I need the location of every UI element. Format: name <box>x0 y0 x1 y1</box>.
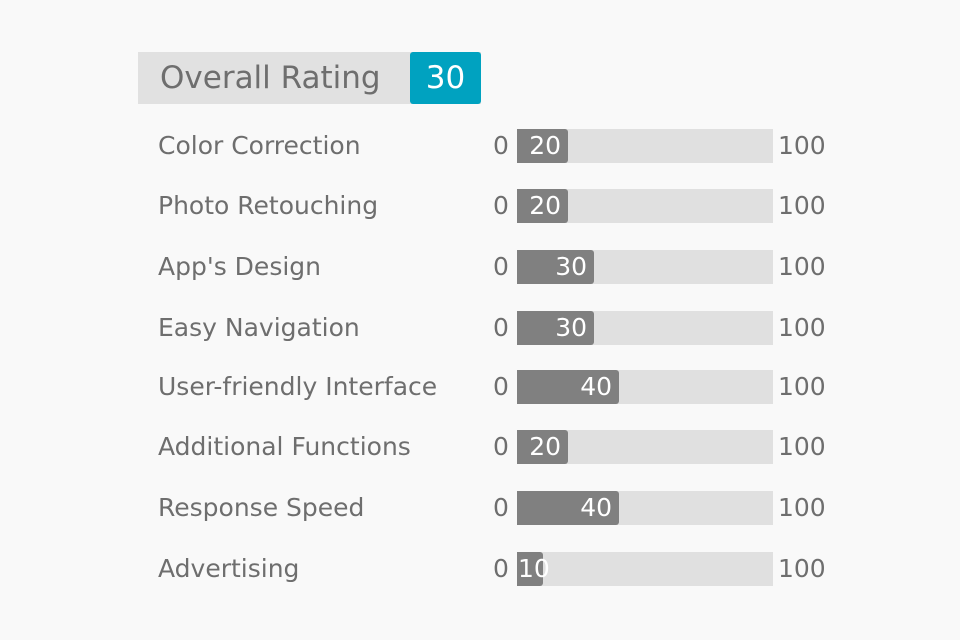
rating-bar-track: 30 <box>517 311 773 345</box>
criterion-label: Photo Retouching <box>158 191 379 220</box>
rating-bar-fill: 20 <box>517 430 568 464</box>
criterion-label: Easy Navigation <box>158 313 360 342</box>
scale-max: 100 <box>778 131 826 160</box>
overall-rating-header: Overall Rating 30 <box>138 52 481 104</box>
scale-max: 100 <box>778 493 826 522</box>
scale-min: 0 <box>493 372 509 401</box>
scale-max: 100 <box>778 191 826 220</box>
rating-bar-fill: 30 <box>517 250 594 284</box>
rating-bar-track: 20 <box>517 189 773 223</box>
scale-max: 100 <box>778 432 826 461</box>
scale-min: 0 <box>493 432 509 461</box>
scale-min: 0 <box>493 554 509 583</box>
criterion-row-photo-retouching: Photo Retouching 0 20 100 <box>0 189 960 223</box>
criterion-row-additional-functions: Additional Functions 0 20 100 <box>0 430 960 464</box>
rating-bar-track: 10 <box>517 552 773 586</box>
criterion-row-advertising: Advertising 0 10 100 <box>0 552 960 586</box>
criterion-row-user-friendly-interface: User-friendly Interface 0 40 100 <box>0 370 960 404</box>
criterion-label: Response Speed <box>158 493 365 522</box>
rating-bar-value: 30 <box>555 313 587 342</box>
overall-rating-title: Overall Rating <box>160 60 381 96</box>
rating-bar-fill: 10 <box>517 552 550 586</box>
rating-bar-fill: 30 <box>517 311 594 345</box>
rating-bar-value: 10 <box>518 554 550 583</box>
rating-bar-value: 20 <box>529 432 561 461</box>
rating-bar-fill: 20 <box>517 189 568 223</box>
scale-max: 100 <box>778 252 826 281</box>
rating-bar-track: 30 <box>517 250 773 284</box>
criterion-row-easy-navigation: Easy Navigation 0 30 100 <box>0 311 960 345</box>
criterion-label: Additional Functions <box>158 432 411 461</box>
rating-bar-fill: 20 <box>517 129 568 163</box>
criterion-label: User-friendly Interface <box>158 372 438 401</box>
criterion-label: App's Design <box>158 252 322 281</box>
criterion-row-color-correction: Color Correction 0 20 100 <box>0 129 960 163</box>
rating-bar-track: 40 <box>517 370 773 404</box>
rating-bar-value: 20 <box>529 131 561 160</box>
scale-max: 100 <box>778 554 826 583</box>
scale-max: 100 <box>778 313 826 342</box>
rating-bar-value: 30 <box>555 252 587 281</box>
rating-bar-track: 40 <box>517 491 773 525</box>
criterion-row-apps-design: App's Design 0 30 100 <box>0 250 960 284</box>
criterion-row-response-speed: Response Speed 0 40 100 <box>0 491 960 525</box>
overall-rating-score-badge: 30 <box>410 52 481 104</box>
scale-min: 0 <box>493 493 509 522</box>
rating-bar-track: 20 <box>517 129 773 163</box>
rating-bar-track: 20 <box>517 430 773 464</box>
rating-bar-value: 40 <box>580 372 612 401</box>
scale-max: 100 <box>778 372 826 401</box>
scale-min: 0 <box>493 252 509 281</box>
rating-bar-fill: 40 <box>517 370 619 404</box>
scale-min: 0 <box>493 191 509 220</box>
rating-bar-value: 40 <box>580 493 612 522</box>
criterion-label: Advertising <box>158 554 300 583</box>
scale-min: 0 <box>493 313 509 342</box>
rating-bar-value: 20 <box>529 191 561 220</box>
rating-bar-fill: 40 <box>517 491 619 525</box>
criterion-label: Color Correction <box>158 131 361 160</box>
scale-min: 0 <box>493 131 509 160</box>
